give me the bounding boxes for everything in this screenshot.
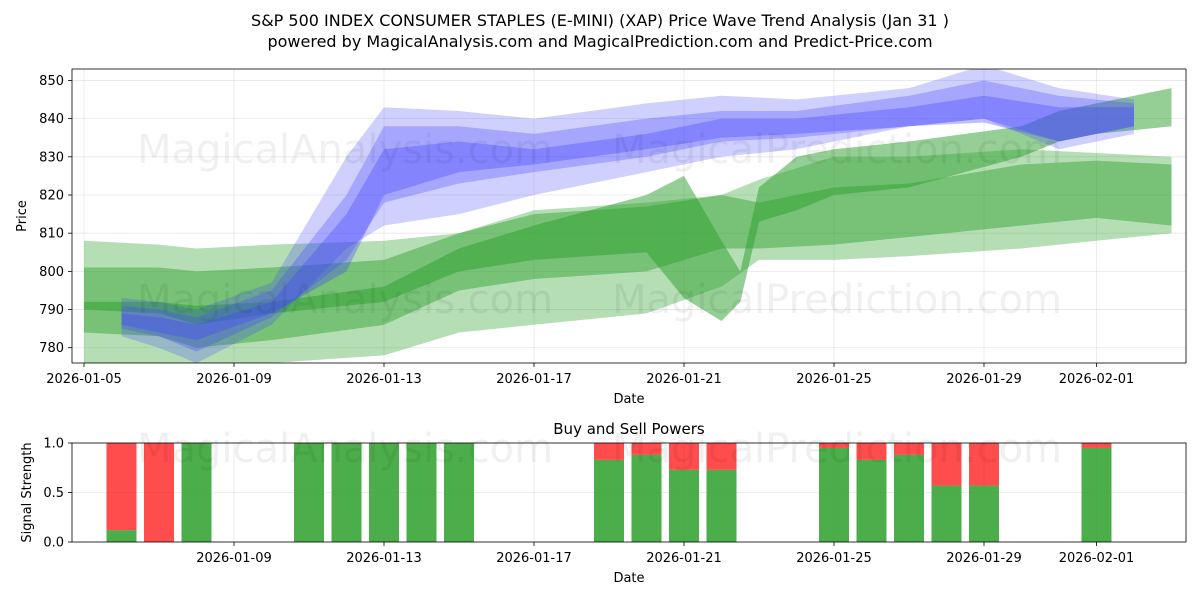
x-tick-label: 2026-01-13 bbox=[346, 372, 422, 387]
bar-y-tick-label: 0.0 bbox=[43, 536, 64, 551]
sell-bar bbox=[969, 443, 999, 486]
bar-y-axis-label: Signal Strength bbox=[20, 442, 35, 542]
buy-bar bbox=[894, 454, 924, 542]
wave-bands bbox=[84, 69, 1172, 363]
bar-x-tick-label: 2026-02-01 bbox=[1059, 551, 1135, 566]
sell-bar bbox=[894, 443, 924, 455]
sell-bar bbox=[856, 443, 887, 460]
sell-bar bbox=[819, 443, 849, 448]
y-tick-label: 800 bbox=[39, 265, 64, 280]
sell-bar bbox=[144, 443, 174, 542]
bar-chart-title: Buy and Sell Powers bbox=[553, 420, 705, 438]
chart-title-line1: S&P 500 INDEX CONSUMER STAPLES (E-MINI) … bbox=[251, 11, 949, 30]
y-tick-label: 820 bbox=[39, 189, 64, 204]
watermark-prediction-1: MagicalPrediction.com bbox=[612, 127, 1062, 173]
watermark-analysis-3: MagicalAnalysis.com bbox=[137, 426, 553, 472]
watermark-prediction-3: MagicalPrediction.com bbox=[612, 426, 1062, 472]
bar-y-tick-label: 1.0 bbox=[43, 437, 64, 452]
sell-bar bbox=[594, 443, 624, 460]
band-blue_band_2 bbox=[121, 80, 1134, 352]
watermark-prediction-2: MagicalPrediction.com bbox=[612, 277, 1062, 323]
buy-bar bbox=[1081, 447, 1112, 542]
band-blue_band_1 bbox=[121, 69, 1134, 363]
y-tick-label: 780 bbox=[39, 341, 64, 356]
buy-bar bbox=[969, 485, 999, 542]
x-tick-label: 2026-01-17 bbox=[496, 372, 572, 387]
watermark-analysis-1: MagicalAnalysis.com bbox=[137, 127, 553, 173]
bar-x-tick-label: 2026-01-17 bbox=[496, 551, 572, 566]
price-wave-plot: 780 790 800 810 820 830 840 850 2026-01-05 2026-0… bbox=[15, 68, 1187, 407]
bar-x-tick-label: 2026-01-09 bbox=[196, 551, 272, 566]
buy-bar bbox=[631, 454, 662, 542]
buy-bar bbox=[594, 459, 624, 542]
sell-bar bbox=[931, 443, 962, 486]
buy-bar bbox=[856, 459, 887, 542]
y-tick-label: 840 bbox=[39, 112, 64, 127]
sell-bar bbox=[669, 443, 699, 470]
x-tick-label: 2026-02-01 bbox=[1059, 372, 1135, 387]
bar-y-tick-label: 0.5 bbox=[43, 486, 64, 501]
y-tick-label: 850 bbox=[39, 74, 64, 89]
x-tick-label: 2026-01-29 bbox=[946, 372, 1022, 387]
y-tick-label: 790 bbox=[39, 303, 64, 318]
band-green_wave bbox=[84, 88, 1172, 325]
sell-bar bbox=[106, 443, 137, 531]
buy-bar bbox=[444, 443, 474, 542]
bar-x-tick-label: 2026-01-21 bbox=[646, 551, 722, 566]
sell-bar bbox=[631, 443, 662, 455]
bar-plot-background bbox=[72, 443, 1186, 542]
buy-bar bbox=[106, 530, 137, 542]
x-tick-label: 2026-01-21 bbox=[646, 372, 722, 387]
bar-plot-frame bbox=[71, 442, 1187, 543]
plot-frame bbox=[71, 68, 1187, 364]
buy-bar bbox=[294, 443, 324, 542]
sell-bar bbox=[1081, 443, 1112, 448]
bar-x-tick-label: 2026-01-13 bbox=[346, 551, 422, 566]
buy-bar bbox=[819, 447, 849, 542]
band-green_band_wide bbox=[84, 149, 1172, 363]
bar-x-tick-label: 2026-01-25 bbox=[796, 551, 872, 566]
buy-bar bbox=[181, 443, 212, 542]
chart-title-line2: powered by MagicalAnalysis.com and Magic… bbox=[267, 32, 932, 51]
y-tick-label: 830 bbox=[39, 150, 64, 165]
sell-bar bbox=[706, 443, 737, 470]
buy-bar bbox=[369, 443, 399, 542]
buy-bar bbox=[406, 443, 437, 542]
x-tick-label: 2026-01-25 bbox=[796, 372, 872, 387]
buy-sell-plot: Buy and Sell Powers 0.0 0.5 1.0 2026-01-09 20… bbox=[20, 420, 1187, 586]
x-tick-label: 2026-01-05 bbox=[46, 372, 122, 387]
buy-bar bbox=[669, 469, 699, 542]
y-tick-label: 810 bbox=[39, 227, 64, 242]
bar-x-axis-label: Date bbox=[613, 571, 644, 586]
x-tick-label: 2026-01-09 bbox=[196, 372, 272, 387]
buy-bar bbox=[331, 443, 362, 542]
y-axis-label: Price bbox=[15, 200, 30, 232]
band-blue_band_3 bbox=[121, 95, 1134, 341]
bar-x-tick-label: 2026-01-29 bbox=[946, 551, 1022, 566]
watermark-analysis-2: MagicalAnalysis.com bbox=[137, 277, 553, 323]
buy-bar bbox=[931, 485, 962, 542]
buy-bar bbox=[706, 469, 737, 542]
x-axis-label: Date bbox=[613, 392, 644, 407]
